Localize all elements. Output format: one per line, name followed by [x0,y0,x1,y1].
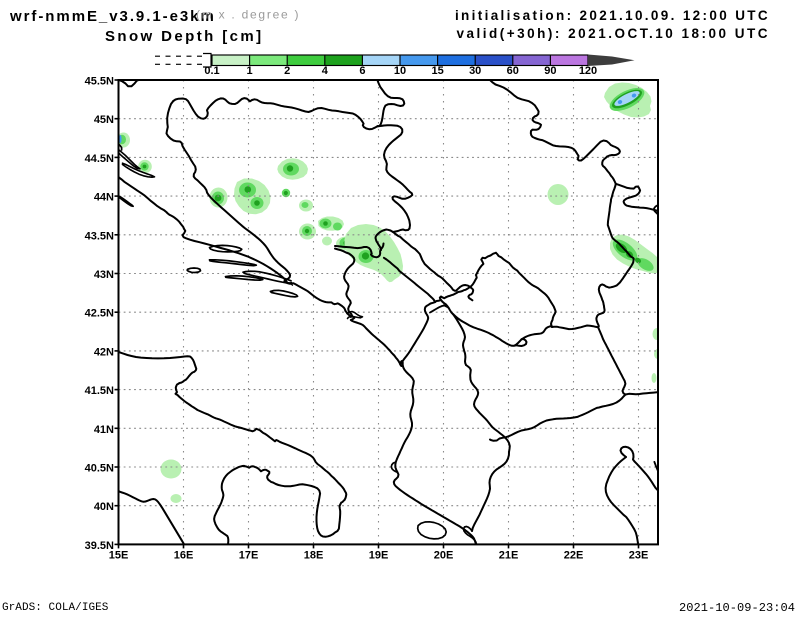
svg-text:41.5N: 41.5N [85,385,114,397]
svg-text:41N: 41N [94,424,114,436]
svg-text:120: 120 [579,65,597,77]
svg-text:23E: 23E [629,550,649,562]
svg-text:1: 1 [247,65,253,77]
svg-text:43N: 43N [94,269,114,281]
svg-text:42N: 42N [94,346,114,358]
svg-text:16E: 16E [174,550,194,562]
svg-text:GrADS: COLA/IGES: GrADS: COLA/IGES [2,602,109,614]
svg-text:15E: 15E [109,550,129,562]
svg-text:40.5N: 40.5N [85,463,114,475]
svg-text:(m x . degree ): (m x . degree ) [196,8,300,22]
svg-text:20E: 20E [434,550,454,562]
svg-text:40N: 40N [94,501,114,513]
svg-text:30: 30 [469,65,481,77]
svg-text:21E: 21E [499,550,519,562]
svg-text:44N: 44N [94,192,114,204]
svg-text:15: 15 [431,65,443,77]
svg-text:6: 6 [359,65,365,77]
svg-text:39.5N: 39.5N [85,540,114,552]
svg-text:90: 90 [544,65,556,77]
svg-text:19E: 19E [369,550,389,562]
svg-text:2: 2 [284,65,290,77]
svg-text:4: 4 [322,65,329,77]
svg-text:45.5N: 45.5N [85,76,114,88]
svg-text:0.1: 0.1 [204,65,219,77]
svg-text:42.5N: 42.5N [85,308,114,320]
svg-text:2021-10-09-23:04: 2021-10-09-23:04 [679,601,795,615]
svg-text:43.5N: 43.5N [85,230,114,242]
svg-text:45N: 45N [94,114,114,126]
svg-text:60: 60 [507,65,519,77]
svg-text:valid(+30h): 2021.OCT.10 18:00: valid(+30h): 2021.OCT.10 18:00 UTC [457,26,770,41]
svg-text:44.5N: 44.5N [85,153,114,165]
svg-text:17E: 17E [239,550,259,562]
svg-text:Snow Depth [cm]: Snow Depth [cm] [105,28,264,45]
svg-text:initialisation: 2021.10.09. 1: initialisation: 2021.10.09. 12:00 UTC [455,8,770,23]
svg-text:22E: 22E [564,550,584,562]
svg-text:wrf-nmmE_v3.9.1-e3km: wrf-nmmE_v3.9.1-e3km [9,8,216,25]
svg-text:18E: 18E [304,550,324,562]
svg-text:10: 10 [394,65,406,77]
